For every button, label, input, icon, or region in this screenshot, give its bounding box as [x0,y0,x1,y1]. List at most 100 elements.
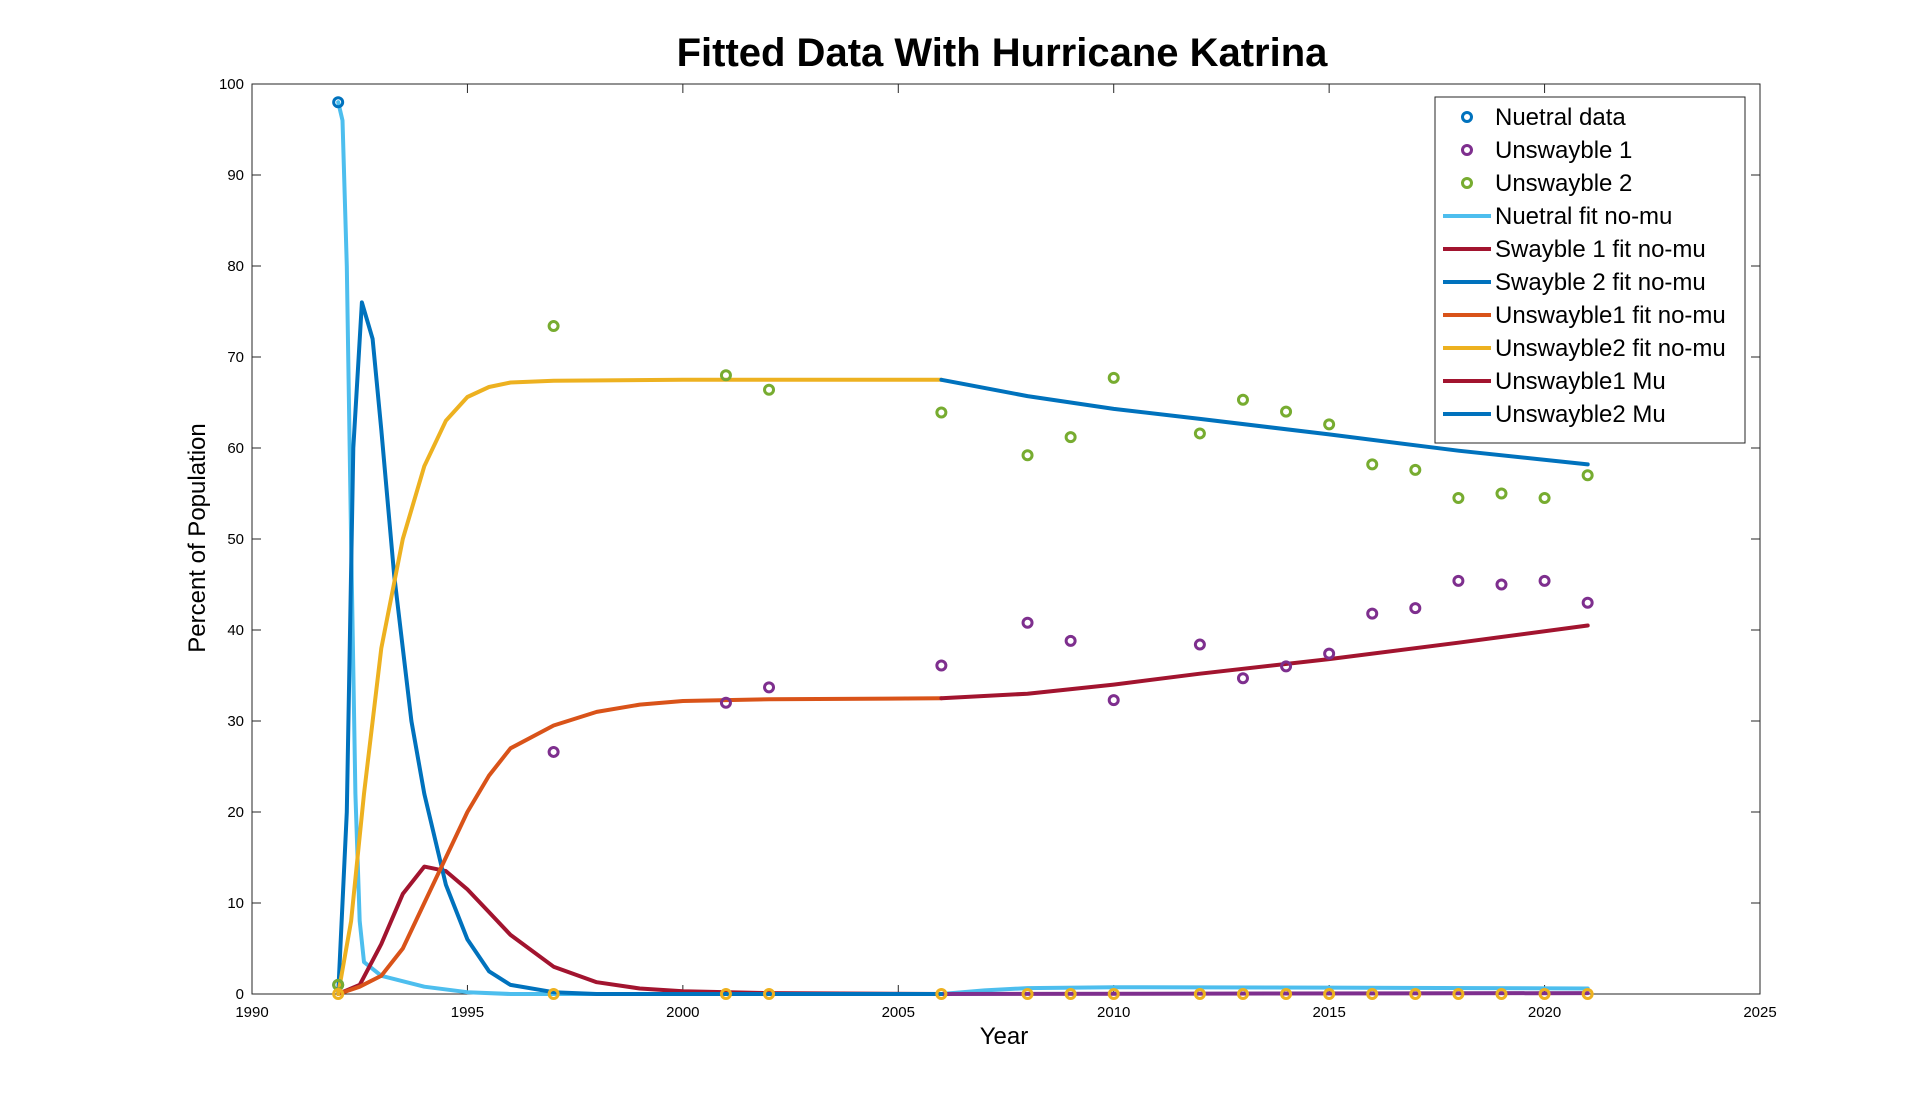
baseline-data-point [1409,988,1422,1000]
data-point [935,406,948,419]
baseline-data-point [1323,988,1336,1000]
series-line [336,100,944,996]
x-tick-label: 2025 [1743,1004,1776,1021]
y-tick-label: 80 [227,258,244,275]
data-point [1021,616,1034,629]
data-point [1193,427,1206,440]
data-point [1495,578,1508,591]
data-point [1452,574,1465,587]
x-tick-label: 2000 [666,1004,699,1021]
data-point [1495,487,1508,500]
baseline-data-point [1107,988,1120,1000]
y-tick-label: 20 [227,804,244,821]
series-line [939,623,1590,701]
legend-entry: Unswayble 1 [1495,137,1632,164]
y-tick-label: 100 [219,76,244,93]
legend-entry: Nuetral data [1495,104,1626,131]
chart-title: Fitted Data With Hurricane Katrina [677,31,1329,75]
baseline-data-point [719,988,732,1000]
baseline-data-point [332,988,345,1000]
x-tick-label: 2005 [882,1004,915,1021]
data-point [1409,602,1422,615]
data-point [547,320,560,333]
baseline-data-point [1064,988,1077,1000]
legend-entry: Nuetral fit no-mu [1495,203,1672,230]
data-point [1064,634,1077,647]
y-tick-label: 30 [227,713,244,730]
data-point [1366,607,1379,620]
data-point [1021,449,1034,462]
data-point [1538,574,1551,587]
y-tick-label: 0 [236,986,244,1003]
baseline-data-point [763,988,776,1000]
series-line [336,696,944,996]
legend-entry: Unswayble1 fit no-mu [1495,302,1726,329]
data-point [1452,492,1465,505]
legend-entry: Swayble 2 fit no-mu [1495,269,1706,296]
y-tick-label: 40 [227,622,244,639]
series-line [336,377,944,996]
data-point [1280,405,1293,418]
baseline-data-point [1452,988,1465,1000]
data-point [1064,431,1077,444]
y-tick-label: 70 [227,349,244,366]
legend-marker [1461,177,1473,189]
legend-marker [1461,111,1473,123]
x-tick-label: 1990 [235,1004,268,1021]
x-tick-label: 2020 [1528,1004,1561,1021]
baseline-fit-line [939,985,1590,996]
x-tick-label: 2015 [1312,1004,1345,1021]
data-point [1323,418,1336,431]
data-point [935,659,948,672]
data-point [1538,492,1551,505]
data-point [332,96,345,109]
y-tick-label: 60 [227,440,244,457]
series-line [336,864,944,996]
baseline-data-point [1280,988,1293,1000]
y-axis-label: Percent of Population [184,423,211,653]
data-point [763,681,776,694]
baseline-data-point [1021,988,1034,1000]
y-tick-label: 90 [227,167,244,184]
legend-box [1434,96,1746,444]
data-point [1236,672,1249,685]
data-point [547,745,560,758]
legend-marker [1461,144,1473,156]
data-point [1323,647,1336,660]
legend-entry: Unswayble2 Mu [1495,401,1666,428]
plot-area: 1990 1995 2000 2005 2010 2015 2020 2025 0 10 20 30 4… [219,76,1777,1021]
legend-entry: Unswayble1 Mu [1495,368,1666,395]
data-point [1236,393,1249,406]
data-point [1107,694,1120,707]
data-point [763,383,776,396]
baseline-data-point [1495,988,1508,1000]
data-point [1366,458,1379,471]
data-point [1581,469,1594,482]
data-point [1280,660,1293,673]
legend-entry: Swayble 1 fit no-mu [1495,236,1706,263]
data-point [1581,596,1594,609]
baseline-data-point [1193,988,1206,1000]
x-tick-label: 2010 [1097,1004,1130,1021]
baseline-data-point [935,988,948,1000]
legend-entry: Unswayble2 fit no-mu [1495,335,1726,362]
baseline-data-point [547,988,560,1000]
baseline-data-point [1538,988,1551,1000]
y-tick-label: 10 [227,895,244,912]
series-line [939,377,1590,467]
baseline-data-point [1581,988,1594,1000]
data-point [719,369,732,382]
series-line [336,300,944,996]
data-point [1193,638,1206,651]
data-point [719,696,732,709]
baseline-data-point [1236,988,1249,1000]
data-point [1409,463,1422,476]
x-tick-label: 1995 [451,1004,484,1021]
baseline-fit-line [939,991,1590,996]
baseline-data-point [1366,988,1379,1000]
x-axis-label: Year [980,1023,1029,1050]
data-point [1107,371,1120,384]
y-tick-label: 50 [227,531,244,548]
legend-entry: Unswayble 2 [1495,170,1632,197]
